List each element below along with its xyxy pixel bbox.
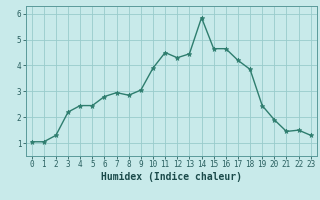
X-axis label: Humidex (Indice chaleur): Humidex (Indice chaleur) — [101, 172, 242, 182]
